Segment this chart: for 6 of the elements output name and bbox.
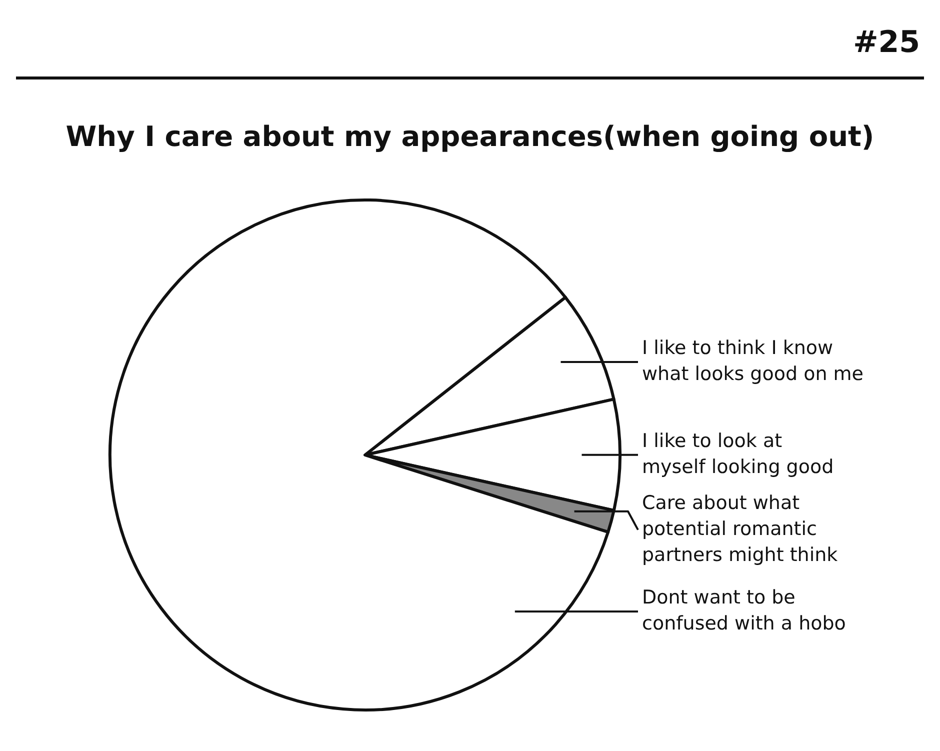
slice-label: I like to look at myself looking good	[642, 430, 834, 478]
text: #25	[853, 25, 920, 60]
chart-title: Why I care about my appearances(when going out)	[66, 120, 874, 153]
slice-label: I like to think I know what looks good on me	[642, 337, 864, 386]
slice-label: Dont want to be confused with a hobo	[642, 586, 846, 635]
slice-label: Care about what potential romantic partners might think	[642, 492, 838, 566]
